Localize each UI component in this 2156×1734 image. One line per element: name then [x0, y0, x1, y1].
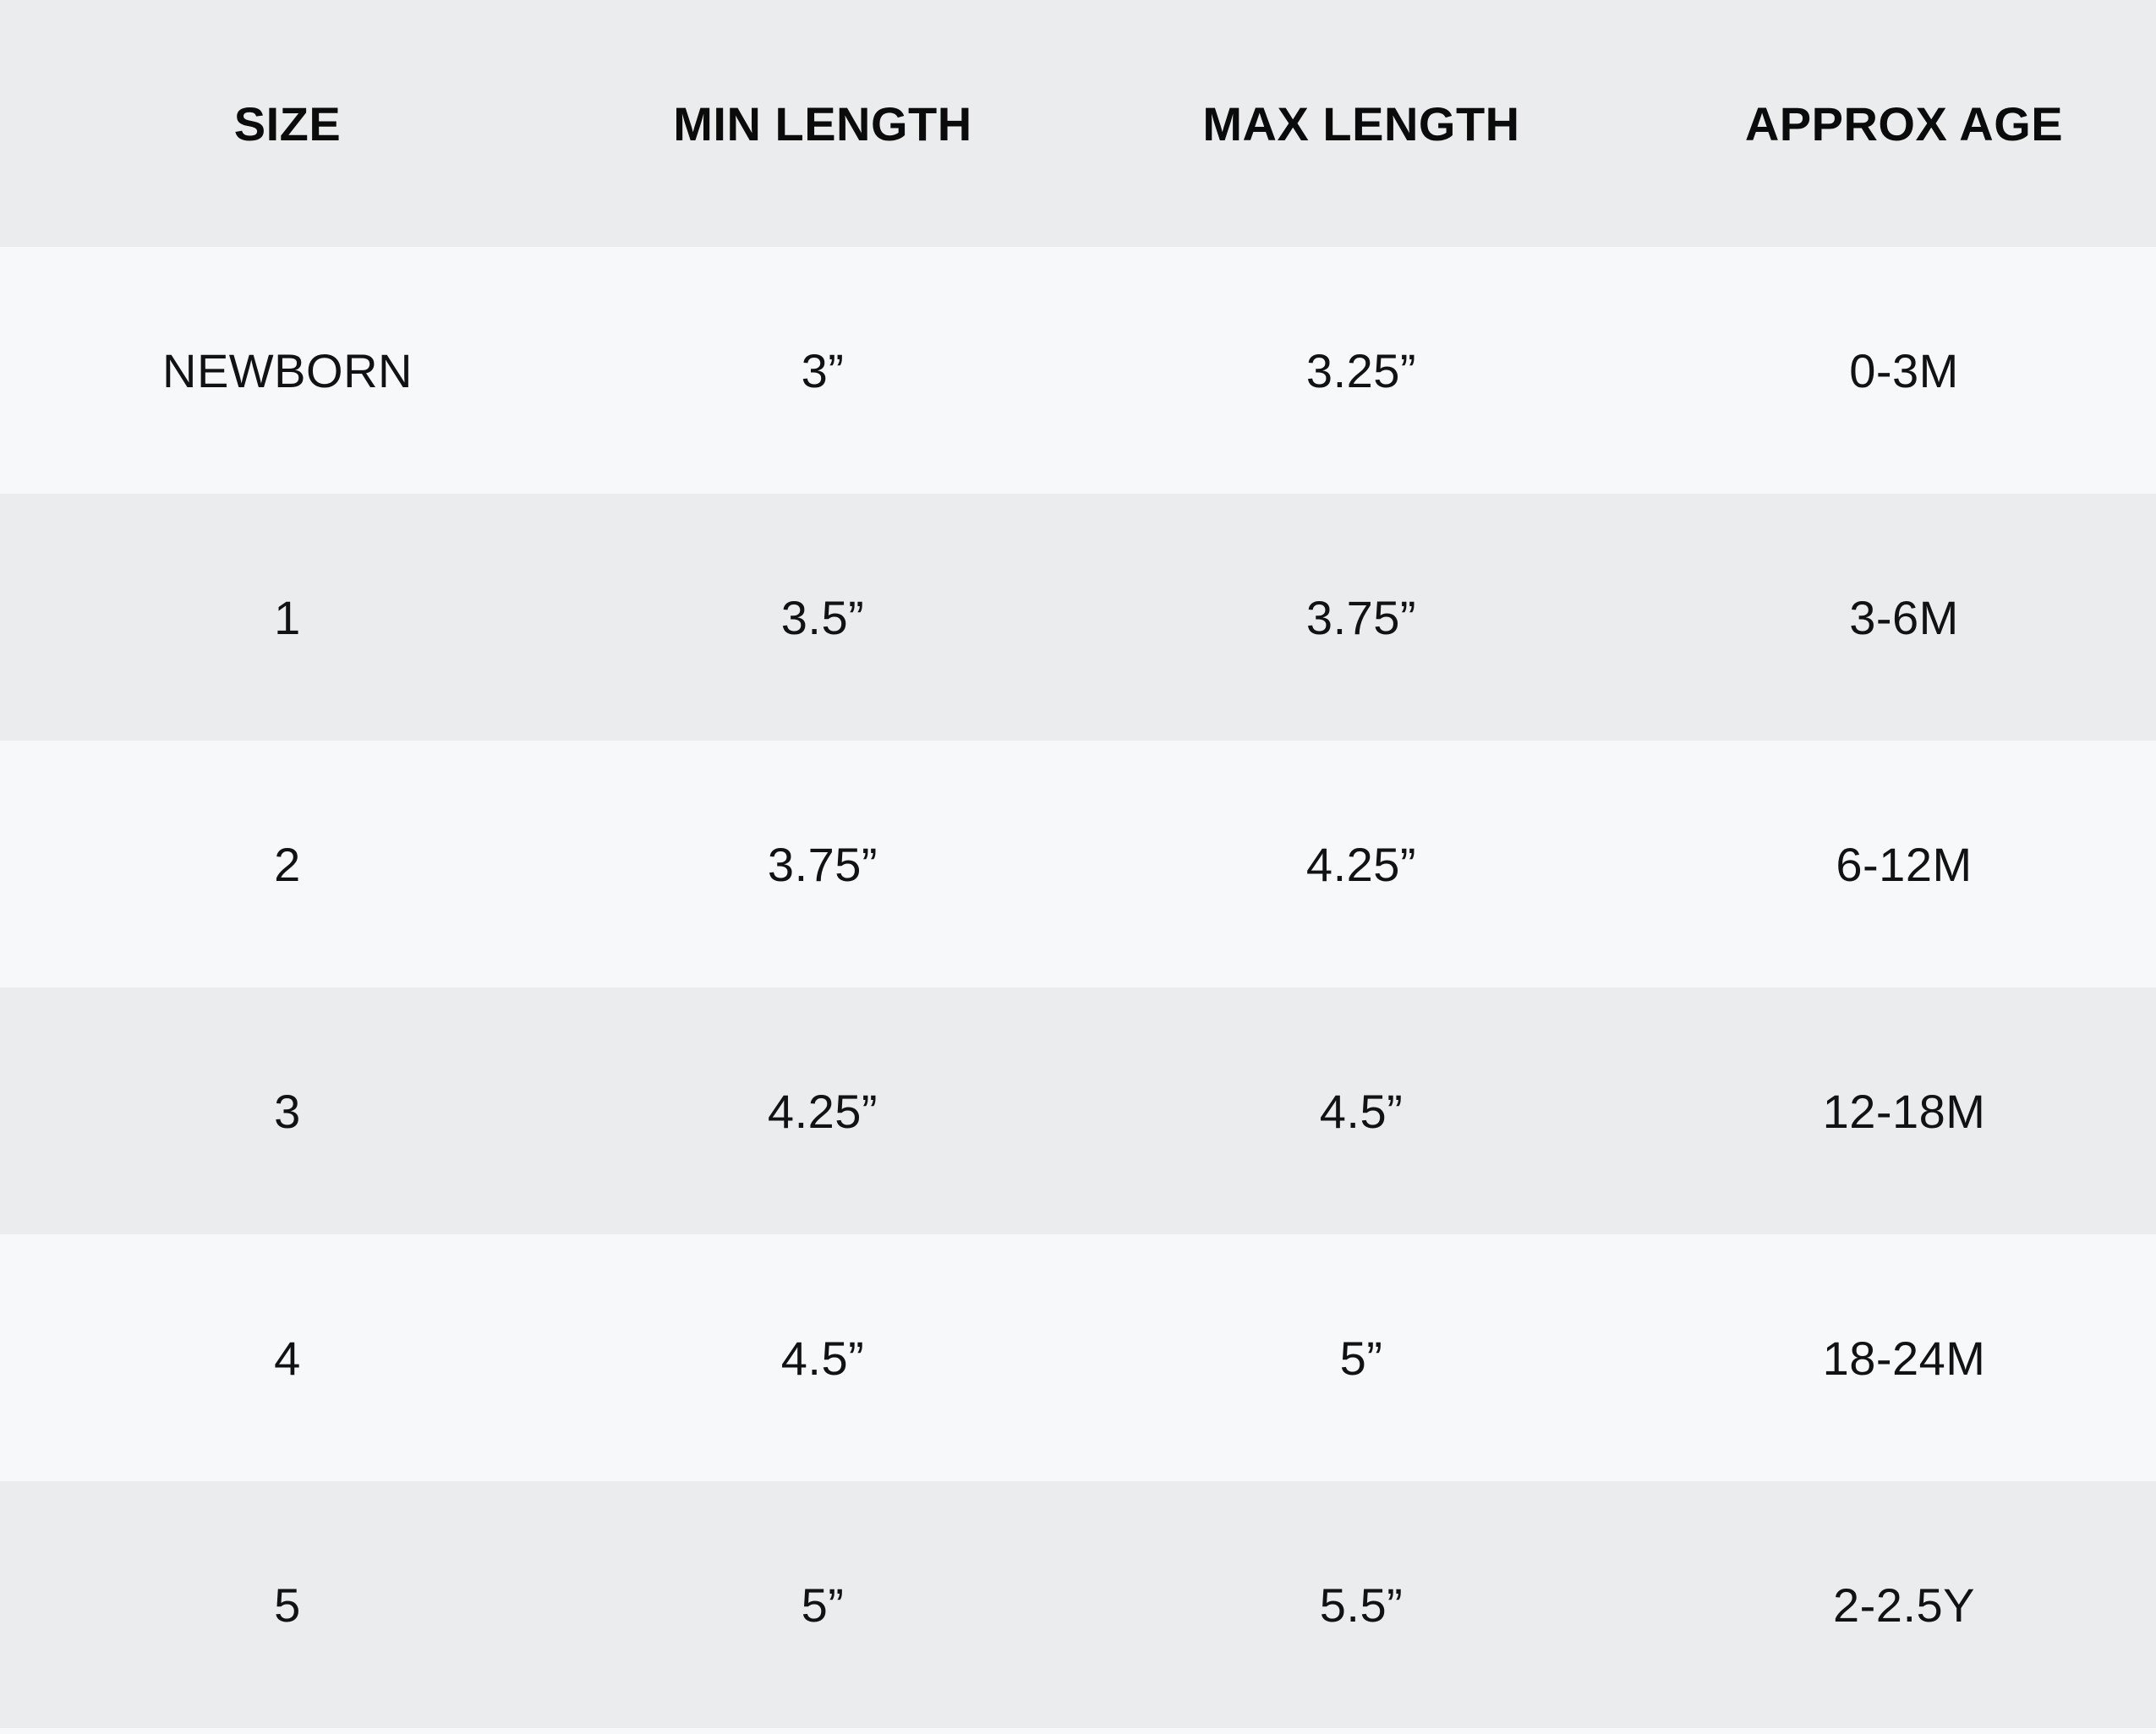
cell-min-length: 3.5”: [575, 494, 1070, 741]
cell-size: 4: [0, 1234, 575, 1481]
cell-max-length: 4.5”: [1070, 987, 1652, 1234]
table-row: 1 3.5” 3.75” 3-6M: [0, 494, 2156, 741]
cell-size: 2: [0, 741, 575, 987]
table-row: 3 4.25” 4.5” 12-18M: [0, 987, 2156, 1234]
cell-size: NEWBORN: [0, 247, 575, 494]
cell-approx-age: 3-6M: [1652, 494, 2156, 741]
cell-min-length: 5”: [575, 1481, 1070, 1728]
cell-min-length: 4.5”: [575, 1234, 1070, 1481]
cell-approx-age: 18-24M: [1652, 1234, 2156, 1481]
table-row: 2 3.75” 4.25” 6-12M: [0, 741, 2156, 987]
cell-size: 1: [0, 494, 575, 741]
cell-min-length: 4.25”: [575, 987, 1070, 1234]
table-body: NEWBORN 3” 3.25” 0-3M 1 3.5” 3.75” 3-6M …: [0, 247, 2156, 1728]
cell-max-length: 3.25”: [1070, 247, 1652, 494]
table-header: SIZE MIN LENGTH MAX LENGTH APPROX AGE: [0, 0, 2156, 247]
cell-max-length: 3.75”: [1070, 494, 1652, 741]
column-header-approx-age: APPROX AGE: [1652, 0, 2156, 247]
table-row: 4 4.5” 5” 18-24M: [0, 1234, 2156, 1481]
cell-size: 3: [0, 987, 575, 1234]
column-header-max-length: MAX LENGTH: [1070, 0, 1652, 247]
column-header-min-length: MIN LENGTH: [575, 0, 1070, 247]
cell-min-length: 3”: [575, 247, 1070, 494]
cell-max-length: 5”: [1070, 1234, 1652, 1481]
cell-approx-age: 0-3M: [1652, 247, 2156, 494]
cell-max-length: 4.25”: [1070, 741, 1652, 987]
cell-size: 5: [0, 1481, 575, 1728]
cell-approx-age: 2-2.5Y: [1652, 1481, 2156, 1728]
column-header-size: SIZE: [0, 0, 575, 247]
cell-max-length: 5.5”: [1070, 1481, 1652, 1728]
cell-min-length: 3.75”: [575, 741, 1070, 987]
table-row: NEWBORN 3” 3.25” 0-3M: [0, 247, 2156, 494]
table-row: 5 5” 5.5” 2-2.5Y: [0, 1481, 2156, 1728]
header-row: SIZE MIN LENGTH MAX LENGTH APPROX AGE: [0, 0, 2156, 247]
cell-approx-age: 12-18M: [1652, 987, 2156, 1234]
cell-approx-age: 6-12M: [1652, 741, 2156, 987]
